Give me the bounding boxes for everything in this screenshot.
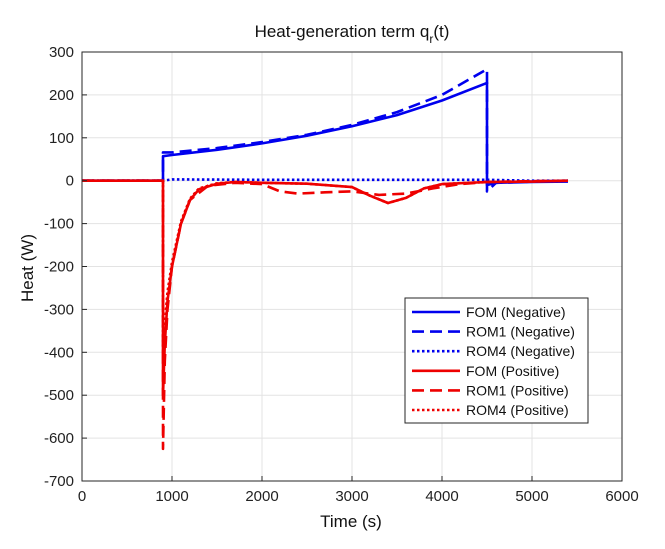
legend-box	[404, 297, 589, 424]
x-tick-label: 4000	[425, 488, 458, 505]
y-tick-label: -400	[44, 344, 74, 361]
title-suffix: (t)	[433, 22, 449, 41]
x-tick-label: 3000	[335, 488, 368, 505]
y-tick-label: -100	[44, 216, 74, 233]
x-tick-label: 5000	[515, 488, 548, 505]
tick-layer: 0 1000 2000 3000 4000 5000 6000-700-600-500-40…	[44, 44, 639, 505]
y-tick-label: 0	[66, 173, 74, 190]
chart-title: Heat-generation term qr(t)	[255, 22, 450, 46]
legend-label: FOM (Negative)	[466, 304, 566, 320]
legend-label: FOM (Positive)	[466, 363, 559, 379]
y-tick-label: -700	[44, 473, 74, 490]
series-line-fom-negative	[82, 81, 569, 187]
y-tick-label: 100	[49, 130, 74, 147]
series-layer	[82, 67, 569, 451]
legend: FOM (Negative) ROM1 (Negative) ROM4 (Negat…	[404, 297, 589, 424]
legend-label: ROM4 (Negative)	[466, 343, 575, 359]
x-tick-label: 0	[78, 488, 86, 505]
y-tick-label: -300	[44, 301, 74, 318]
title-subscript: r	[429, 32, 433, 46]
x-tick-label: 6000	[605, 488, 638, 505]
legend-label: ROM4 (Positive)	[466, 402, 569, 418]
y-tick-label: -200	[44, 259, 74, 276]
title-main: Heat-generation term q	[255, 22, 430, 41]
y-tick-label: 200	[49, 87, 74, 104]
y-tick-label: -600	[44, 430, 74, 447]
legend-entries: FOM (Negative) ROM1 (Negative) ROM4 (Negat…	[412, 304, 575, 418]
x-axis-label: Time (s)	[320, 512, 382, 531]
y-tick-label: -500	[44, 387, 74, 404]
y-axis-label: Heat (W)	[18, 234, 37, 302]
series-line-rom4-negative	[82, 178, 568, 182]
series-line-rom1-positive	[82, 179, 569, 451]
series-line-rom1-negative	[82, 67, 569, 193]
legend-label: ROM1 (Positive)	[466, 382, 569, 398]
legend-label: ROM1 (Negative)	[466, 324, 575, 340]
x-tick-label: 2000	[245, 488, 278, 505]
y-tick-label: 300	[49, 44, 74, 61]
x-tick-label: 1000	[155, 488, 188, 505]
